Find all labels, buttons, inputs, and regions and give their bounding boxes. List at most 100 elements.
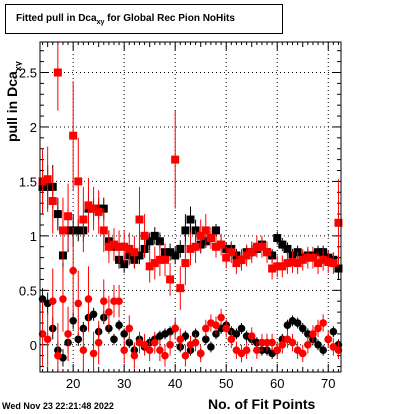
data-point-circle [314, 324, 322, 333]
data-point-circle [74, 299, 83, 308]
data-point-square [324, 258, 333, 266]
data-point-square [273, 262, 282, 271]
data-point-square [278, 262, 287, 271]
data-point-square [181, 259, 190, 268]
chart-title: Fitted pull in Dcaxy for Global Rec Pion… [16, 13, 235, 26]
data-point-circle [237, 324, 246, 333]
data-point-square [334, 264, 343, 273]
data-point-square [120, 242, 129, 251]
data-point-square [181, 226, 190, 235]
data-point-square [155, 237, 164, 246]
data-point-circle [171, 324, 179, 333]
data-point-square [319, 255, 328, 264]
data-point-circle [334, 346, 343, 355]
data-point-circle [125, 324, 134, 333]
data-point-square [247, 248, 256, 257]
data-point-square [227, 248, 236, 257]
data-point-circle [293, 319, 302, 327]
data-point-square [53, 68, 62, 77]
data-point-square [176, 284, 185, 293]
data-point-circle [38, 295, 47, 303]
data-point-square [334, 218, 343, 227]
data-point-circle [64, 330, 72, 338]
data-point-square [222, 253, 231, 262]
data-point-square [99, 226, 108, 235]
data-point-square [84, 201, 93, 210]
data-point-circle [43, 335, 52, 344]
title-suffix: for Global Rec Pion NoHits [104, 13, 235, 24]
data-point-square [268, 264, 277, 273]
data-point-square [191, 242, 200, 251]
data-point-circle [145, 346, 154, 355]
data-point-circle [120, 330, 128, 338]
data-point-circle [329, 327, 338, 336]
x-tick-label: 20 [66, 376, 80, 391]
data-point-square [140, 231, 149, 240]
data-point-square [212, 226, 221, 235]
data-point-circle [69, 266, 77, 275]
plot-frame [39, 41, 342, 373]
data-point-circle [150, 338, 159, 347]
data-point-square [237, 255, 246, 264]
y-tick-label: 2 [30, 120, 37, 135]
data-point-square [298, 255, 307, 264]
y-tick-label: 0 [30, 338, 37, 353]
x-tick-label: 50 [219, 376, 233, 391]
data-point-circle [304, 340, 312, 349]
data-point-square [303, 253, 312, 262]
y-tick-label: 1 [30, 229, 37, 244]
data-point-circle [74, 335, 83, 344]
data-point-circle [207, 343, 215, 351]
data-point-circle [232, 330, 241, 338]
data-point-square [263, 248, 272, 257]
data-point-circle [202, 335, 210, 344]
data-point-circle [314, 340, 322, 349]
data-point-square [135, 251, 144, 260]
data-point-circle [115, 297, 123, 306]
data-point-square [53, 210, 62, 219]
data-point-square [293, 259, 302, 268]
data-point-square [104, 242, 113, 251]
data-point-circle [84, 295, 93, 303]
x-tick-label: 40 [168, 376, 182, 391]
data-point-circle [202, 324, 210, 333]
data-point-square [206, 234, 215, 243]
data-point-circle [298, 324, 307, 333]
data-point-circle [191, 338, 200, 347]
data-point-square [145, 262, 154, 271]
data-point-square [155, 255, 164, 264]
data-point-square [48, 197, 57, 206]
y-axis-label: pull in Dcaxy [4, 61, 22, 142]
data-point-square [314, 259, 323, 268]
data-point-circle [253, 346, 261, 355]
data-point-square [242, 251, 251, 260]
data-point-square [176, 244, 185, 253]
data-point-square [171, 251, 180, 260]
data-point-square [232, 259, 241, 268]
data-point-circle [125, 338, 134, 347]
data-point-circle [130, 351, 139, 360]
data-point-circle [247, 332, 256, 340]
data-point-square [171, 155, 180, 164]
data-point-square [160, 255, 169, 264]
data-point-circle [212, 321, 220, 329]
data-point-circle [59, 295, 67, 303]
data-point-circle [222, 324, 231, 333]
data-point-circle [94, 338, 103, 347]
data-point-square [74, 226, 83, 235]
data-point-square [212, 242, 221, 251]
y-axis-label-sub: xy [13, 61, 22, 71]
data-point-square [268, 251, 277, 260]
data-point-circle [69, 317, 77, 325]
data-point-circle [89, 310, 98, 319]
data-point-circle [283, 321, 292, 329]
data-point-square [308, 253, 317, 262]
data-point-square [38, 177, 47, 186]
data-point-square [257, 242, 266, 251]
data-point-square [145, 237, 154, 246]
y-tick-label: 1.5 [19, 174, 37, 189]
data-point-square [252, 242, 261, 251]
data-point-circle [110, 335, 118, 344]
data-point-square [130, 248, 139, 257]
